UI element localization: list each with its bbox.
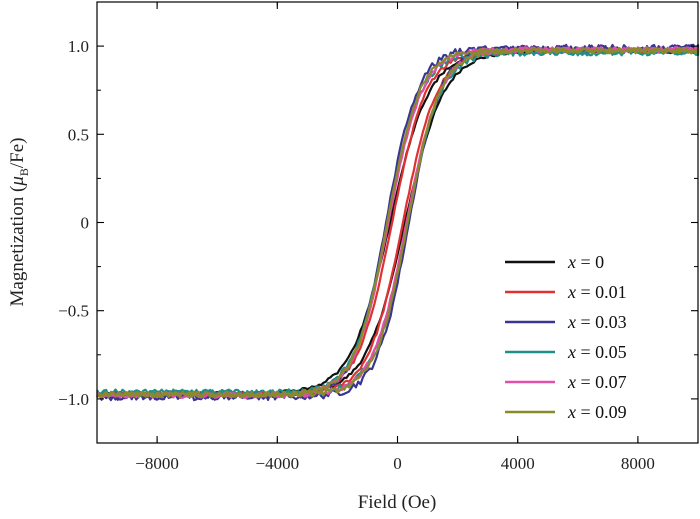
x-tick-label: −8000: [135, 454, 179, 473]
legend: x = 0 x = 0.01 x = 0.03 x = 0.05 x = 0.07 x =…: [505, 252, 627, 422]
legend-label: x = 0.07: [567, 372, 627, 392]
x-axis-label: Field (Oe): [358, 492, 437, 513]
legend-label: x = 0.01: [567, 282, 627, 302]
legend-label: x = 0.05: [567, 342, 627, 362]
y-axis-label: Magnetization (μB/Fe): [7, 138, 31, 307]
x-tick-label: 0: [393, 454, 402, 473]
y-tick-label: −0.5: [58, 302, 89, 321]
legend-label: x = 0: [567, 252, 604, 272]
x-tick-label: −4000: [256, 454, 300, 473]
y-tick-label: −1.0: [58, 390, 89, 409]
y-tick-label: 1.0: [68, 37, 89, 56]
axis-ticks: −8000 −4000 0 4000 8000 1.0 0.5 0 −0.5 −1.0: [58, 1, 698, 473]
y-tick-label: 0: [81, 214, 90, 233]
legend-label: x = 0.03: [567, 312, 627, 332]
x-tick-label: 4000: [501, 454, 535, 473]
y-tick-label: 0.5: [68, 125, 89, 144]
x-tick-label: 8000: [621, 454, 655, 473]
legend-label: x = 0.09: [567, 402, 627, 422]
